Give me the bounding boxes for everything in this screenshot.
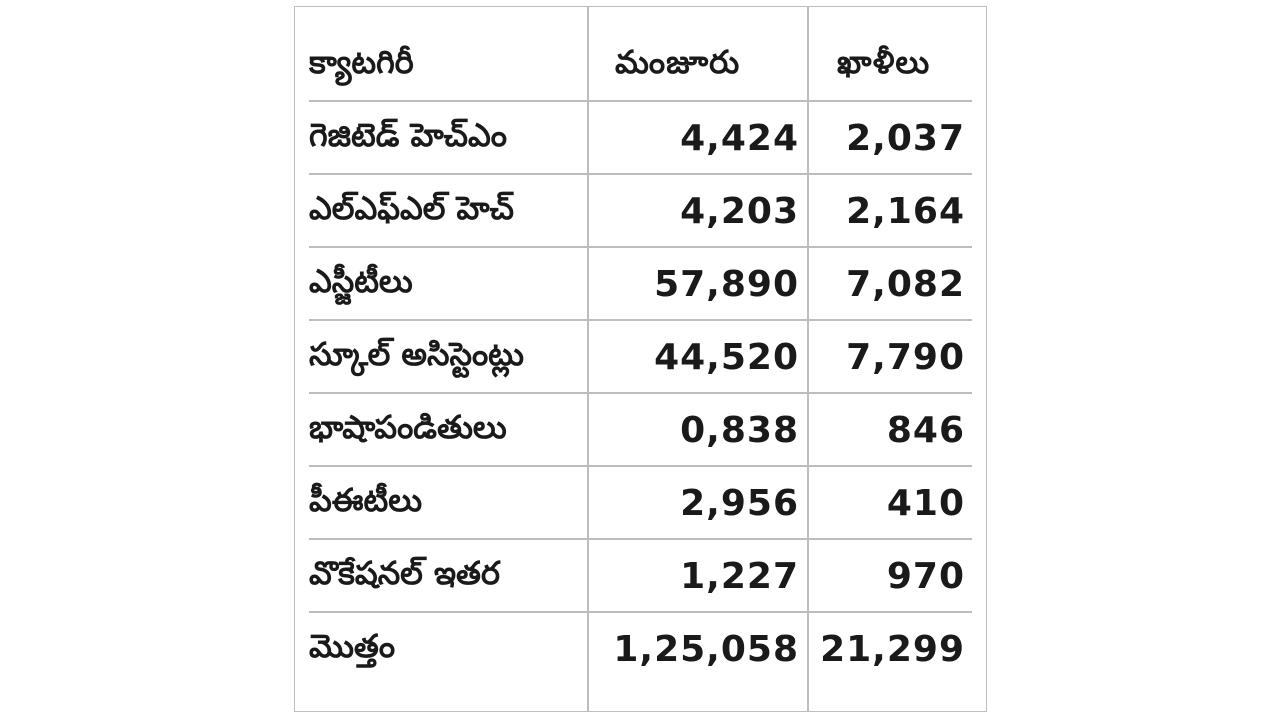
column-divider [587, 7, 589, 711]
category-cell: ఎల్ఎఫ్ఎల్ హెచ్ [309, 188, 514, 227]
vacant-cell: 970 [886, 556, 965, 597]
sanctioned-cell: 1,227 [680, 556, 799, 597]
total-vacant: 21,299 [820, 629, 965, 670]
table-row: వొకేషనల్ ఇతర 1,227 970 [309, 540, 972, 613]
row-divider [309, 465, 972, 467]
vacant-cell: 7,082 [846, 264, 965, 305]
category-cell: వొకేషనల్ ఇతర [309, 553, 500, 592]
row-divider [309, 246, 972, 248]
table-row: ఎస్జీటీలు 57,890 7,082 [309, 248, 972, 321]
sanctioned-cell: 0,838 [680, 410, 799, 451]
sanctioned-cell: 44,520 [654, 337, 799, 378]
vacant-cell: 2,164 [846, 191, 965, 232]
vacancies-table: క్యాటగిరీ మంజూరు ఖాళీలు గెజిటెడ్ హెచ్ఎం … [294, 6, 987, 712]
table-row: ఎల్ఎఫ్ఎల్ హెచ్ 4,203 2,164 [309, 175, 972, 248]
table-row: భాషాపండితులు 0,838 846 [309, 394, 972, 467]
table-row: గెజిటెడ్ హెచ్ఎం 4,424 2,037 [309, 102, 972, 175]
category-cell: గెజిటెడ్ హెచ్ఎం [309, 115, 507, 154]
row-divider [309, 538, 972, 540]
row-divider [309, 392, 972, 394]
category-cell: భాషాపండితులు [309, 407, 507, 446]
vacant-cell: 7,790 [846, 337, 965, 378]
column-divider [807, 7, 809, 711]
header-vacant: ఖాళీలు [837, 42, 931, 81]
total-sanctioned: 1,25,058 [613, 629, 799, 670]
table-row: పీఈటీలు 2,956 410 [309, 467, 972, 540]
header-sanctioned: మంజూరు [615, 42, 741, 81]
total-label: మొత్తం [309, 626, 396, 665]
sanctioned-cell: 2,956 [680, 483, 799, 524]
table-row: స్కూల్ అసిస్టెంట్లు 44,520 7,790 [309, 321, 972, 394]
vacant-cell: 846 [886, 410, 965, 451]
row-divider [309, 100, 972, 102]
category-cell: పీఈటీలు [309, 480, 423, 519]
row-divider [309, 611, 972, 613]
vacant-cell: 410 [886, 483, 965, 524]
vacant-cell: 2,037 [846, 118, 965, 159]
row-divider [309, 319, 972, 321]
header-category: క్యాటగిరీ [309, 42, 414, 81]
sanctioned-cell: 57,890 [654, 264, 799, 305]
table-total-row: మొత్తం 1,25,058 21,299 [309, 613, 972, 686]
row-divider [309, 173, 972, 175]
category-cell: స్కూల్ అసిస్టెంట్లు [309, 334, 524, 373]
table-header-row: క్యాటగిరీ మంజూరు ఖాళీలు [309, 29, 972, 102]
category-cell: ఎస్జీటీలు [309, 261, 413, 300]
sanctioned-cell: 4,203 [680, 191, 799, 232]
sanctioned-cell: 4,424 [680, 118, 799, 159]
